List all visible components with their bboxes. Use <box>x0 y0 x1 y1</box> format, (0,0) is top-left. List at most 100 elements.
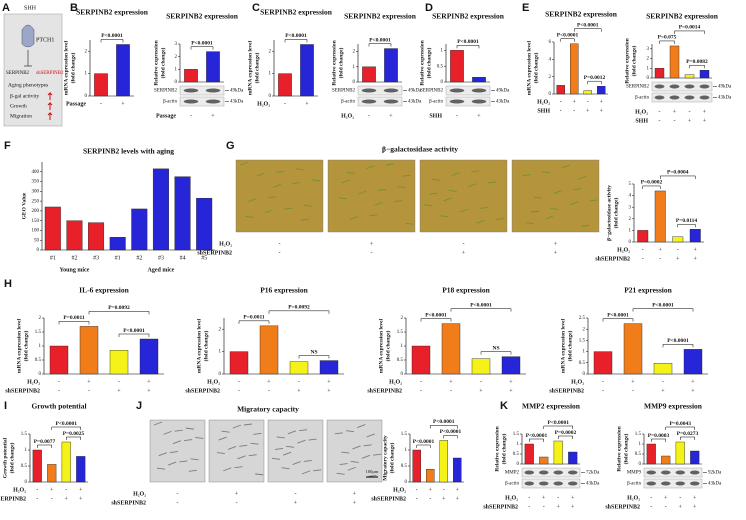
y-tick-label: 2 <box>583 327 586 332</box>
condition-mark: - <box>416 487 418 493</box>
cell <box>281 467 290 470</box>
bar <box>684 74 695 79</box>
y-axis-label: mRNA expression level <box>247 40 253 95</box>
condition-mark: + <box>688 118 692 124</box>
cell <box>272 183 282 188</box>
y-tick-label: 1.5 <box>635 432 642 437</box>
blot-band <box>567 470 578 475</box>
condition-name: H₂O₂ <box>257 101 270 107</box>
panel-label: G <box>226 140 235 152</box>
y-axis-label: (fold change) <box>22 330 29 361</box>
condition-mark: - <box>677 247 679 253</box>
y-tick-label: 400 <box>32 170 40 175</box>
cell <box>184 439 193 442</box>
blot-band <box>684 95 695 100</box>
chart-title: SERPINB2 expression <box>344 12 417 21</box>
y-tick-label: 0 <box>583 372 586 377</box>
condition-mark: + <box>557 504 561 510</box>
bar <box>174 176 191 251</box>
y-tick-label: 0 <box>353 80 356 85</box>
node: shSERPINB2 <box>36 71 64 76</box>
chart-title: MMP2 expression <box>522 402 581 411</box>
chart-title: P18 expression <box>442 286 490 295</box>
condition-mark: - <box>420 388 422 394</box>
bar <box>49 345 69 375</box>
y-tick-label: 0 <box>401 372 404 377</box>
condition-mark: + <box>211 113 215 119</box>
condition-mark: + <box>659 247 663 253</box>
blot-band <box>654 84 665 89</box>
cell <box>163 430 172 435</box>
panel-label: A <box>2 2 10 14</box>
bar <box>206 51 220 83</box>
y-axis-label: (fold change) <box>566 330 573 361</box>
cell <box>377 188 386 191</box>
y-tick-label: 3 <box>629 205 632 210</box>
cell <box>301 470 311 475</box>
y-tick-label: 1 <box>639 442 642 447</box>
node: Growth <box>10 103 27 109</box>
chart-title: SERPINB2 levels with aging <box>83 147 174 156</box>
significance-bracket <box>456 45 480 49</box>
significance-bracket <box>58 321 90 325</box>
significance-bracket <box>587 80 602 85</box>
x-tick-label: #3 <box>158 255 164 261</box>
bar <box>593 351 613 375</box>
blot-size: 43kDa <box>708 482 722 487</box>
condition-mark: + <box>693 504 697 510</box>
y-tick-label: 300 <box>32 189 40 194</box>
cell <box>350 460 359 463</box>
y-tick-label: 1 <box>353 65 356 70</box>
micrograph <box>511 159 600 233</box>
p-value: P<0.0001 <box>369 37 391 43</box>
blot-size: 49kDa <box>496 89 510 94</box>
bar <box>76 456 86 483</box>
node: Migration <box>10 113 32 119</box>
blot-size: 72kDa <box>586 471 600 476</box>
y-tick-label: 2 <box>39 316 42 321</box>
bar <box>259 325 279 375</box>
chart-title: SERPINB2 expression <box>432 12 505 21</box>
condition-mark: - <box>560 108 562 114</box>
micrograph <box>235 159 324 233</box>
condition-mark: + <box>87 379 91 385</box>
diagram: SHH PTCH1 SERPINB2 shSERPINB2 Aging phen… <box>3 5 64 127</box>
y-tick-label: 1 <box>441 48 444 53</box>
blot-label: β-actin <box>341 100 355 105</box>
bar <box>689 229 701 243</box>
cell <box>589 199 598 202</box>
y-tick-label: 4 <box>629 194 632 199</box>
condition-name: H₂O₂ <box>505 495 518 501</box>
condition-mark: - <box>557 495 559 501</box>
y-tick-label: 0 <box>629 240 632 245</box>
condition-name: Passage <box>66 101 86 107</box>
cell <box>349 216 359 220</box>
condition-mark: + <box>50 487 54 493</box>
y-axis-label: (fold change) <box>69 52 76 83</box>
condition-mark: - <box>295 491 297 497</box>
blot-band <box>646 470 657 475</box>
cell <box>352 445 361 450</box>
significance-bracket <box>268 310 330 314</box>
condition-mark: - <box>177 491 179 497</box>
y-tick-label: 1 <box>269 72 272 77</box>
y-tick-label: 0 <box>37 248 40 253</box>
cell <box>221 430 230 433</box>
blot-band <box>669 84 680 89</box>
group-label: Young mice <box>60 267 90 273</box>
condition-name: shSERPINB2 <box>367 388 402 394</box>
cell <box>357 424 366 429</box>
condition-mark: + <box>691 379 695 385</box>
x-tick-label: #3 <box>93 255 99 261</box>
bar <box>131 208 148 251</box>
panel-label: K <box>500 400 508 412</box>
cell <box>223 467 232 472</box>
chart-title: MMP9 expression <box>644 402 703 411</box>
node: SERPINB2 <box>6 71 30 76</box>
blot-strip <box>445 96 491 107</box>
cell <box>476 219 485 224</box>
blot-label: SERPINB2 <box>420 89 444 94</box>
p-value: P<0.0001 <box>285 33 307 39</box>
blot-band <box>449 99 465 104</box>
